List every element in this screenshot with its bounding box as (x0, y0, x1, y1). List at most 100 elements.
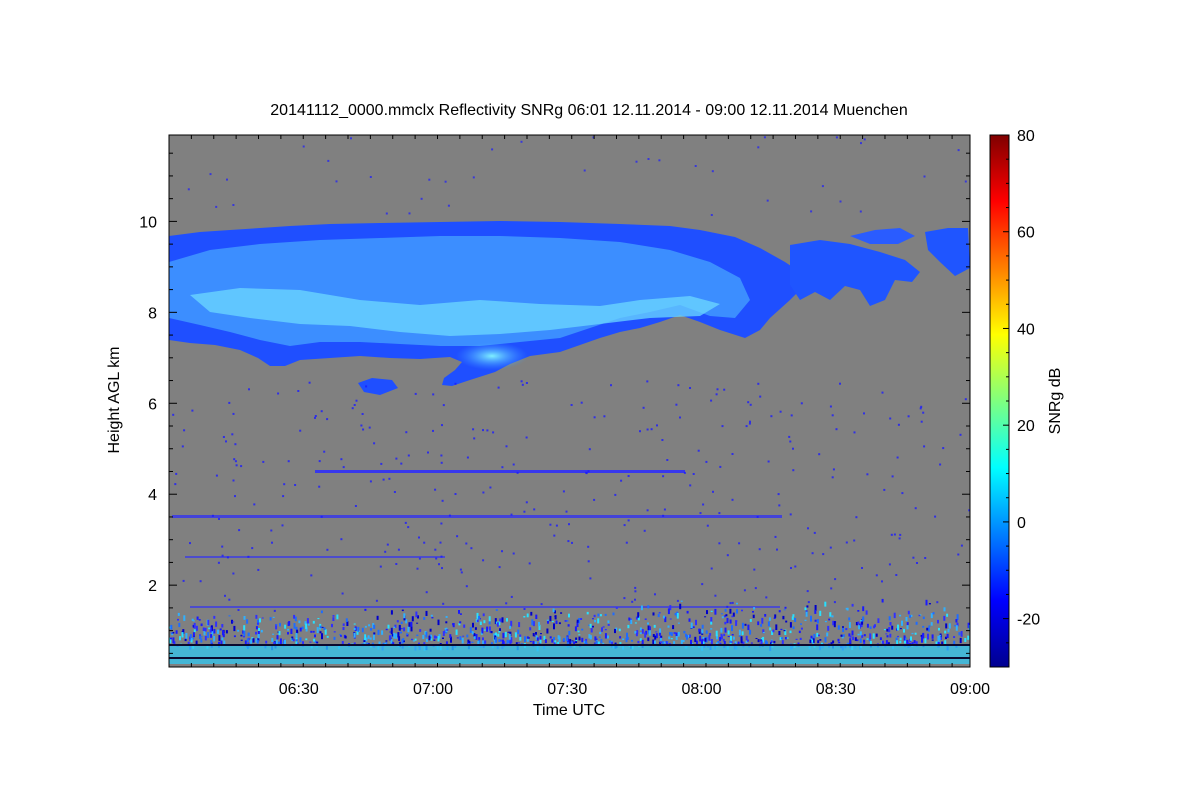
noise-pixel (964, 398, 967, 401)
clutter-pixel (899, 614, 902, 617)
noise-pixel (340, 458, 343, 461)
clutter-pixel (456, 637, 459, 639)
noise-pixel (643, 529, 646, 532)
clutter-pixel (866, 638, 869, 640)
clutter-pixel (339, 634, 342, 636)
clutter-pixel (406, 634, 409, 637)
noise-pixel (181, 445, 184, 448)
clutter-pixel (749, 619, 752, 622)
clutter-pixel (342, 627, 345, 631)
clutter-pixel (622, 638, 625, 641)
noise-pixel (234, 495, 236, 498)
clutter-pixel (772, 629, 775, 633)
clutter-pixel (869, 633, 872, 640)
clutter-pixel (941, 641, 944, 645)
clutter-pixel (648, 626, 651, 631)
colorbar-tick-label: 0 (1017, 515, 1026, 532)
clutter-pixel (889, 633, 892, 638)
noise-pixel (224, 594, 226, 597)
clutter-pixel (818, 634, 820, 637)
clutter-pixel (842, 628, 845, 633)
clutter-pixel (967, 622, 970, 629)
clutter-pixel (301, 626, 304, 630)
clutter-pixel (875, 633, 878, 637)
clutter-pixel (723, 633, 726, 637)
clutter-pixel (581, 628, 584, 631)
clutter-pixel (640, 605, 643, 611)
noise-pixel (776, 548, 778, 551)
noise-pixel (320, 515, 323, 518)
clutter-pixel (269, 617, 272, 621)
clutter-pixel (193, 622, 196, 629)
clutter-pixel (607, 620, 610, 624)
noise-pixel (635, 160, 638, 163)
noise-pixel (287, 460, 290, 463)
noise-pixel (221, 545, 224, 548)
clutter-pixel (662, 641, 665, 647)
clutter-pixel (211, 630, 214, 636)
clutter-pixel (773, 640, 776, 644)
clutter-pixel (242, 636, 245, 638)
clutter-pixel (555, 620, 558, 624)
noise-pixel (234, 460, 237, 463)
noise-pixel (570, 404, 573, 406)
clutter-pixel (416, 622, 419, 624)
clutter-pixel (406, 633, 408, 635)
clutter-pixel (482, 613, 485, 617)
clutter-pixel (841, 636, 844, 639)
clutter-pixel (938, 627, 940, 631)
clutter-pixel (459, 636, 462, 641)
clutter-pixel (767, 621, 770, 627)
cirrus-detached-patch (358, 378, 398, 395)
cirrus-fragment-east (790, 240, 920, 306)
clutter-pixel (914, 632, 917, 635)
clutter-pixel (783, 609, 786, 611)
noise-pixel (217, 561, 220, 564)
noise-pixel (441, 567, 443, 570)
clutter-pixel (939, 634, 941, 636)
clutter-pixel (221, 624, 224, 628)
x-tick-label: 09:00 (950, 681, 990, 698)
clutter-pixel (291, 636, 294, 640)
colorbar-tick-label: 20 (1017, 418, 1035, 435)
noise-pixel (627, 475, 630, 477)
clutter-pixel (710, 639, 713, 645)
clutter-pixel (321, 626, 324, 628)
clutter-pixel (874, 624, 876, 628)
clutter-pixel (490, 631, 493, 634)
noise-pixel (699, 512, 702, 515)
noise-pixel (767, 460, 770, 463)
clutter-pixel (768, 617, 771, 621)
clutter-pixel (669, 605, 672, 611)
clutter-pixel (660, 635, 663, 638)
clutter-pixel (680, 600, 683, 602)
clutter-pixel (726, 617, 729, 624)
chart-title: 20141112_0000.mmclx Reflectivity SNRg 06… (270, 102, 907, 119)
clutter-pixel (185, 633, 188, 639)
clutter-pixel (968, 624, 970, 631)
clutter-pixel (928, 603, 931, 605)
clutter-pixel (791, 616, 794, 620)
clutter-pixel (862, 618, 865, 622)
clutter-pixel (509, 625, 512, 629)
noise-pixel (860, 142, 862, 145)
clutter-pixel (279, 638, 282, 644)
noise-pixel (901, 492, 904, 495)
cirrus-fragment-top (850, 228, 915, 244)
clutter-pixel (466, 634, 469, 638)
noise-pixel (397, 548, 400, 551)
clutter-pixel (403, 640, 405, 643)
clutter-pixel (592, 618, 594, 620)
noise-pixel (380, 462, 383, 465)
clutter-pixel (667, 625, 670, 628)
clutter-pixel (885, 640, 888, 646)
clutter-pixel (403, 627, 406, 632)
clutter-pixel (954, 624, 957, 627)
clutter-pixel (247, 633, 250, 636)
noise-pixel (666, 459, 669, 461)
clutter-pixel (738, 629, 741, 636)
clutter-pixel (584, 640, 587, 645)
clutter-pixel (806, 605, 809, 608)
noise-speckle (172, 136, 970, 612)
clutter-pixel (729, 608, 732, 614)
